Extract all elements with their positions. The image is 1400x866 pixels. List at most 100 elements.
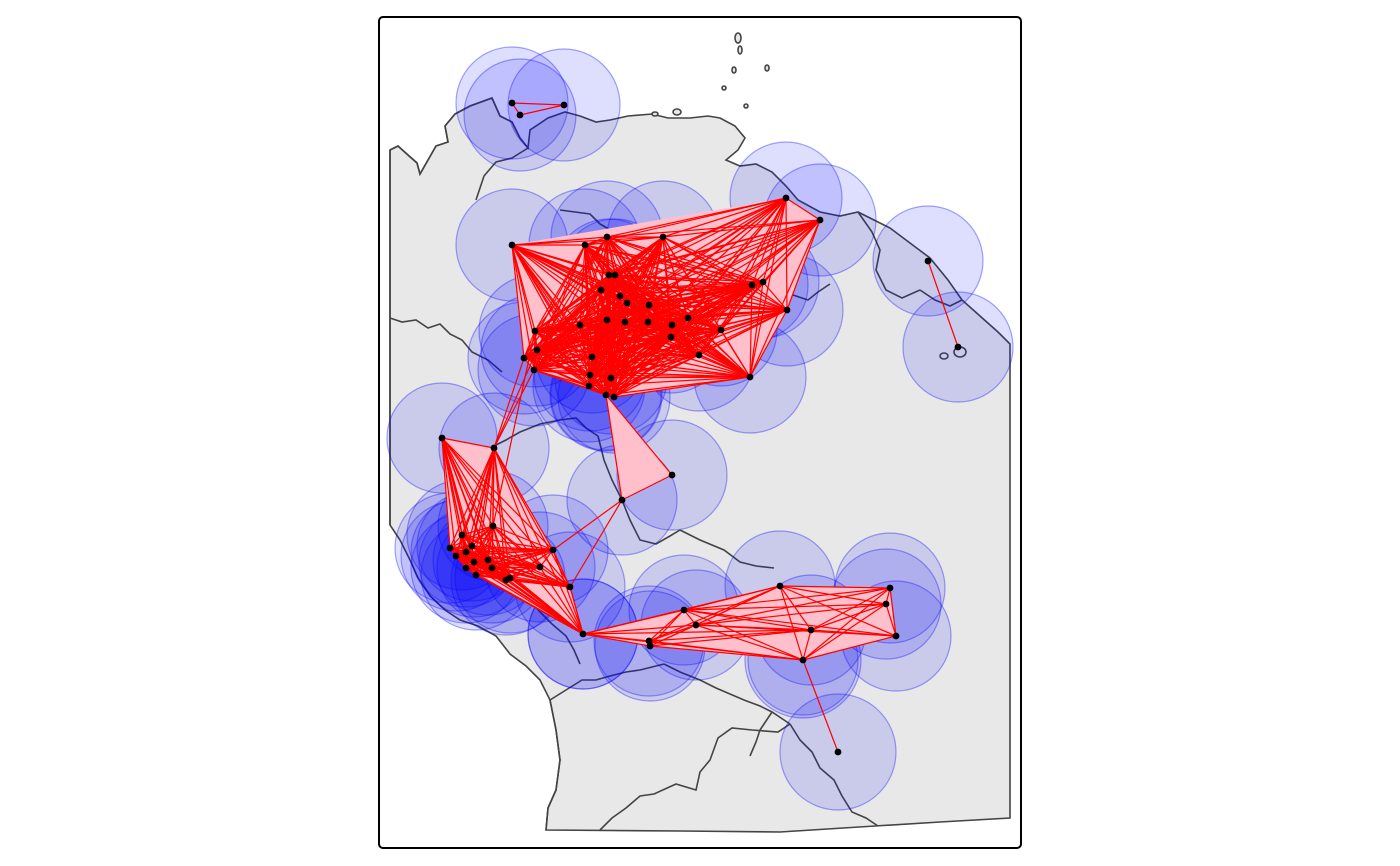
network-edge xyxy=(579,274,616,326)
network-edge xyxy=(511,244,581,326)
occurrence-point xyxy=(579,630,587,638)
network-edge xyxy=(511,244,525,359)
network-edge xyxy=(802,635,897,661)
occurrence-point xyxy=(468,542,476,550)
network-edge xyxy=(600,281,764,291)
occurrence-point xyxy=(746,373,754,381)
network-edge xyxy=(927,260,959,348)
network-edge xyxy=(441,437,457,557)
network-edge xyxy=(588,385,615,398)
network-edge xyxy=(749,309,788,378)
occurrence-point xyxy=(618,496,626,504)
network-edge xyxy=(465,567,584,635)
network-edge xyxy=(885,603,897,637)
occurrence-point xyxy=(462,564,470,572)
network-edge xyxy=(523,336,672,359)
network-edge xyxy=(670,197,787,338)
occurrence-point xyxy=(506,574,514,582)
occurrence-point xyxy=(668,321,676,329)
occurrence-point xyxy=(607,374,615,382)
network-edge xyxy=(606,219,821,238)
network-edge xyxy=(471,545,541,568)
occurrence-point xyxy=(954,343,962,351)
occurrence-point xyxy=(536,563,544,571)
network-edge xyxy=(523,357,612,379)
occurrence-point xyxy=(782,194,790,202)
network-edge xyxy=(491,566,541,569)
occurrence-point xyxy=(692,621,700,629)
network-edge xyxy=(626,281,764,304)
occurrence-point xyxy=(490,444,498,452)
network-edge xyxy=(749,197,787,378)
network-edge xyxy=(762,219,821,283)
network-edge xyxy=(534,274,616,332)
occurrence-point xyxy=(667,333,675,341)
network-edge xyxy=(584,236,664,246)
network-edge xyxy=(455,549,554,557)
map-frame xyxy=(378,16,1022,849)
network-edge xyxy=(683,609,804,661)
network-edge xyxy=(647,197,787,323)
network-edge xyxy=(455,534,463,557)
network-edge xyxy=(519,104,565,116)
network-edge xyxy=(600,219,821,291)
network-edge xyxy=(662,197,787,238)
network-edge xyxy=(749,219,821,378)
occurrence-point xyxy=(530,366,538,374)
network-edge xyxy=(613,336,672,398)
network-edge xyxy=(649,609,685,647)
occurrence-point xyxy=(470,558,478,566)
occurrence-point xyxy=(616,292,624,300)
network-edge xyxy=(749,284,753,378)
occurrence-point xyxy=(621,318,629,326)
country-borders xyxy=(389,96,963,831)
network-edge xyxy=(492,525,554,551)
occurrence-point xyxy=(586,371,594,379)
occurrence-point xyxy=(581,241,589,249)
occurrence-point xyxy=(776,582,784,590)
network-edge xyxy=(539,566,584,635)
network-edge xyxy=(471,545,571,588)
occurrence-point xyxy=(645,301,653,309)
occurrence-point xyxy=(603,233,611,241)
network-edge xyxy=(534,289,602,332)
network-edge xyxy=(582,624,697,635)
network-edge xyxy=(810,629,897,637)
network-edge xyxy=(533,336,672,371)
network-edge xyxy=(509,566,541,579)
network-edge xyxy=(670,281,764,338)
occurrence-point xyxy=(588,353,596,361)
occurrence-point xyxy=(533,346,541,354)
network-edge xyxy=(802,629,812,661)
network-edge xyxy=(606,197,787,321)
occurrence-points xyxy=(438,99,962,756)
network-edge xyxy=(687,219,821,319)
network-edge xyxy=(536,349,593,358)
occurrence-point xyxy=(516,111,524,119)
network-edge xyxy=(523,244,586,359)
network-edge xyxy=(509,577,571,588)
network-edge xyxy=(588,336,672,387)
occurrence-point xyxy=(446,544,454,552)
network-edge xyxy=(569,499,623,588)
network-edge xyxy=(802,587,891,661)
network-edge xyxy=(779,585,812,631)
occurrence-point xyxy=(597,286,605,294)
occurrence-point xyxy=(924,257,932,265)
network-edge xyxy=(751,197,787,286)
network-edge xyxy=(648,281,764,306)
occurrence-point xyxy=(549,546,557,554)
network-edge xyxy=(582,633,651,647)
network-edge xyxy=(552,499,623,551)
network-edge xyxy=(683,585,781,611)
network-edge xyxy=(695,624,804,661)
network-edge xyxy=(492,525,584,635)
network-edge xyxy=(536,321,649,351)
network-edge xyxy=(605,394,673,476)
network-edge xyxy=(606,236,764,283)
network-edge xyxy=(762,281,788,311)
network-edge xyxy=(619,281,764,297)
network-edge xyxy=(610,376,751,379)
network-edge xyxy=(610,336,672,379)
network-edge xyxy=(670,336,751,378)
